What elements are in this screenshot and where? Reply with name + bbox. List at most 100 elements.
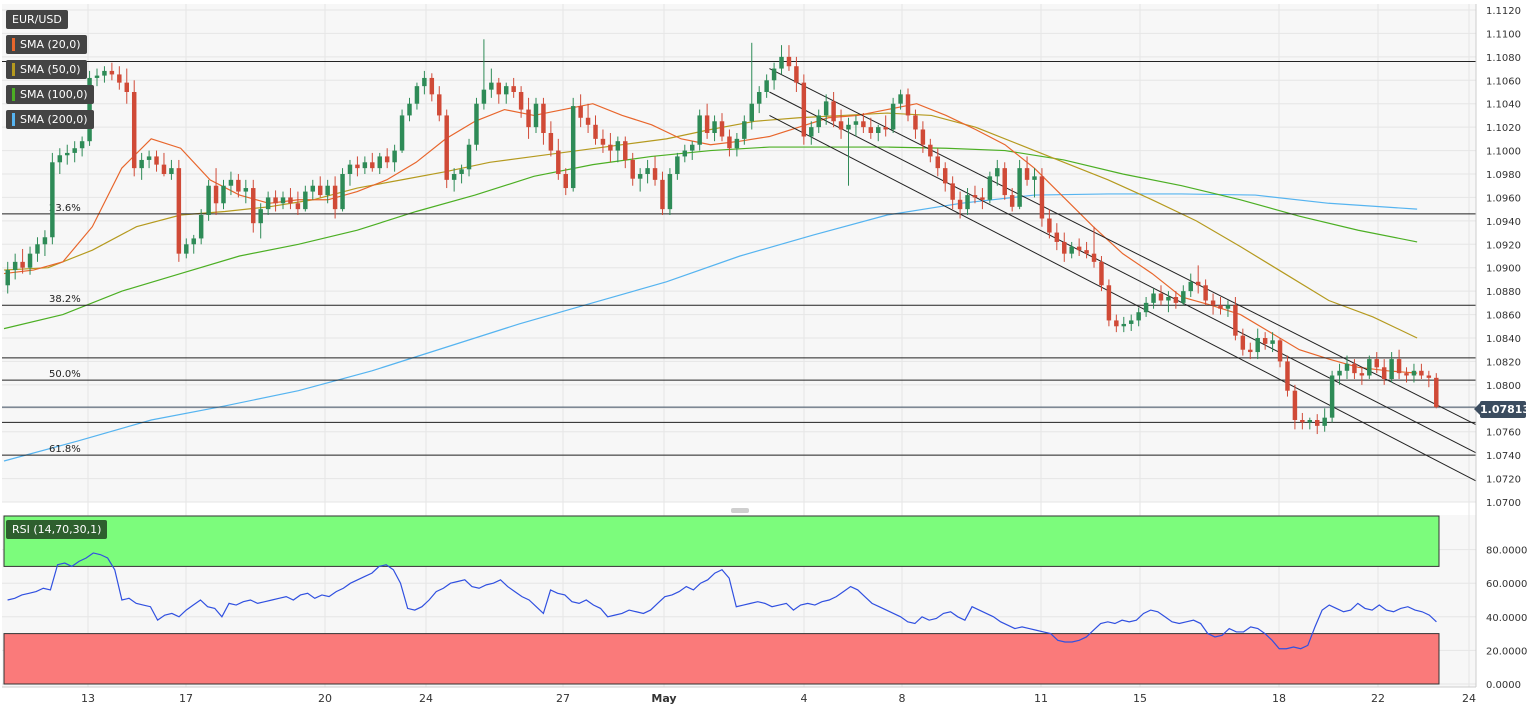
x-tick-label: 22 [1371, 692, 1385, 705]
candle-body [764, 80, 769, 92]
candle-body [809, 127, 814, 137]
y-tick-label: 1.0800 [1486, 381, 1521, 392]
y-tick-label: 1.0720 [1486, 475, 1521, 486]
candle-body [1166, 297, 1171, 301]
candle-body [1262, 338, 1268, 344]
candle-body [5, 270, 10, 286]
candle-body [20, 261, 25, 268]
legend-sma100-label: SMA (100,0) [20, 88, 88, 101]
legend-sma20[interactable]: SMA (20,0) [6, 35, 87, 54]
candle-body [206, 185, 211, 215]
candle-body [1099, 261, 1104, 286]
candle-body [526, 109, 531, 128]
legend-sma100[interactable]: SMA (100,0) [6, 85, 94, 104]
candle-body [1069, 246, 1074, 254]
candle-body [236, 179, 241, 192]
rsi-line [7, 552, 1437, 650]
candle-body [1084, 250, 1089, 254]
candle-body [727, 136, 732, 149]
candle-body [50, 162, 55, 238]
candle-body [652, 168, 658, 180]
y-tick-label: 1.0760 [1486, 428, 1521, 439]
candle-body [176, 168, 182, 254]
candle-body [1233, 305, 1238, 336]
y-tick-label: 1.1060 [1486, 76, 1521, 87]
candle-body [846, 124, 851, 130]
candle-body [451, 174, 457, 180]
candle-body [295, 203, 301, 210]
candle-body [489, 82, 494, 90]
y-tick-label: 1.0740 [1486, 451, 1521, 462]
candle-body [615, 141, 621, 151]
candle-body [1017, 168, 1022, 207]
candle-body [1270, 340, 1275, 344]
candle-body [883, 127, 888, 130]
rsi-tick-label: 20.0000 [1486, 646, 1527, 657]
legend-sma50[interactable]: SMA (50,0) [6, 60, 87, 79]
candle-body [719, 121, 725, 137]
y-tick-label: 1.0840 [1486, 334, 1521, 345]
legend-sma50-label: SMA (50,0) [20, 63, 81, 76]
candle-body [429, 77, 435, 95]
candle-body [749, 103, 754, 122]
candle-body [786, 56, 792, 67]
y-tick-label: 1.0820 [1486, 357, 1521, 368]
candle-body [1411, 370, 1417, 376]
candle-body [437, 94, 442, 116]
candle-body [124, 82, 129, 92]
candle-body [1195, 281, 1201, 286]
candle-body [72, 148, 77, 153]
candle-body [370, 162, 375, 169]
candle-body [243, 188, 249, 192]
candle-body [987, 176, 993, 200]
candle-body [1419, 370, 1424, 376]
candle-body [1151, 293, 1156, 303]
y-tick-label: 1.1020 [1486, 123, 1521, 134]
legend-symbol[interactable]: EUR/USD [6, 10, 68, 29]
candle-body [690, 144, 695, 151]
pane-resize-handle[interactable] [731, 508, 749, 513]
axes: 1.1120 1.1100 1.1080 1.1060 1.1040 1.1020 1.10… [81, 6, 1527, 705]
rsi-line [7, 552, 1437, 650]
sma100-swatch-icon [12, 87, 15, 101]
candle-body [154, 156, 159, 165]
candle-body [511, 86, 516, 92]
candle-body [362, 162, 368, 169]
candle-body [1062, 241, 1067, 254]
candle-body [905, 94, 911, 116]
candle-body [593, 124, 598, 139]
candle-body [1307, 420, 1313, 423]
candle-body [35, 244, 40, 254]
candle-body [94, 75, 100, 78]
candle-body [1374, 359, 1379, 368]
y-tick-label: 1.0960 [1486, 193, 1521, 204]
candle-body [995, 168, 1000, 177]
y-tick-label: 1.0940 [1486, 217, 1521, 228]
candle-body [1292, 390, 1298, 420]
candle-body [1367, 359, 1372, 376]
x-tick-label: May [651, 692, 676, 705]
rsi-legend[interactable]: RSI (14,70,30,1) [6, 520, 108, 539]
candle-body [1248, 349, 1253, 353]
candle-body [1396, 359, 1402, 374]
candle-body [1434, 377, 1439, 408]
candle-body [1188, 281, 1193, 292]
candle-body [816, 115, 821, 128]
candle-body [1054, 232, 1060, 242]
y-tick-label: 1.1040 [1486, 100, 1521, 111]
candle-body [1381, 367, 1387, 379]
legend-sma200-label: SMA (200,0) [20, 113, 88, 126]
candle-body [876, 127, 881, 133]
legend-sma200[interactable]: SMA (200,0) [6, 110, 94, 129]
candle-body [928, 144, 933, 157]
candle-body [533, 103, 539, 128]
x-tick-label: 24 [419, 692, 433, 705]
candle-body [1322, 417, 1327, 426]
candle-body [161, 164, 167, 174]
candle-body [1002, 168, 1007, 196]
x-tick-label: 13 [81, 692, 95, 705]
candle-body [265, 197, 271, 210]
x-tick-label: 27 [556, 692, 570, 705]
candle-body [414, 86, 420, 104]
